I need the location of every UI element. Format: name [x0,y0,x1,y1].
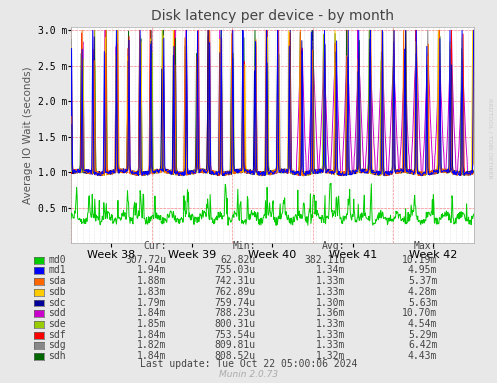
Text: 5.29m: 5.29m [408,330,437,340]
Y-axis label: Average IO Wait (seconds): Average IO Wait (seconds) [23,66,33,204]
Text: 742.31u: 742.31u [215,276,256,286]
Text: 6.42m: 6.42m [408,340,437,350]
Text: md0: md0 [48,255,66,265]
Text: 4.43m: 4.43m [408,351,437,361]
Text: 1.79m: 1.79m [137,298,166,308]
Text: 1.33m: 1.33m [316,330,345,340]
Text: sdf: sdf [48,330,66,340]
Text: 1.32m: 1.32m [316,351,345,361]
Text: 762.89u: 762.89u [215,287,256,297]
Text: 800.31u: 800.31u [215,319,256,329]
Text: 1.33m: 1.33m [316,319,345,329]
Text: 1.85m: 1.85m [137,319,166,329]
Text: 1.33m: 1.33m [316,340,345,350]
Text: 5.63m: 5.63m [408,298,437,308]
Text: sdg: sdg [48,340,66,350]
Text: 10.19m: 10.19m [402,255,437,265]
Text: 1.84m: 1.84m [137,308,166,318]
Text: 788.23u: 788.23u [215,308,256,318]
Text: sde: sde [48,319,66,329]
Text: Last update: Tue Oct 22 05:00:06 2024: Last update: Tue Oct 22 05:00:06 2024 [140,359,357,369]
Title: Disk latency per device - by month: Disk latency per device - by month [151,9,394,23]
Text: 1.34m: 1.34m [316,265,345,275]
Text: 1.84m: 1.84m [137,330,166,340]
Text: 1.33m: 1.33m [316,287,345,297]
Text: RRDTOOL / TOBI OETIKER: RRDTOOL / TOBI OETIKER [487,98,492,178]
Text: sdc: sdc [48,298,66,308]
Text: 809.81u: 809.81u [215,340,256,350]
Text: sdb: sdb [48,287,66,297]
Text: 808.52u: 808.52u [215,351,256,361]
Text: 1.84m: 1.84m [137,351,166,361]
Text: 755.03u: 755.03u [215,265,256,275]
Text: md1: md1 [48,265,66,275]
Text: 759.74u: 759.74u [215,298,256,308]
Text: 4.28m: 4.28m [408,287,437,297]
Text: Min:: Min: [233,241,256,251]
Text: 5.37m: 5.37m [408,276,437,286]
Text: 307.72u: 307.72u [125,255,166,265]
Text: 1.94m: 1.94m [137,265,166,275]
Text: 62.82u: 62.82u [221,255,256,265]
Text: 1.83m: 1.83m [137,287,166,297]
Text: 4.54m: 4.54m [408,319,437,329]
Text: sdh: sdh [48,351,66,361]
Text: 753.54u: 753.54u [215,330,256,340]
Text: 1.82m: 1.82m [137,340,166,350]
Text: 382.11u: 382.11u [304,255,345,265]
Text: Munin 2.0.73: Munin 2.0.73 [219,370,278,379]
Text: 4.95m: 4.95m [408,265,437,275]
Text: sdd: sdd [48,308,66,318]
Text: 1.33m: 1.33m [316,276,345,286]
Text: sda: sda [48,276,66,286]
Text: 1.30m: 1.30m [316,298,345,308]
Text: Avg:: Avg: [322,241,345,251]
Text: 1.36m: 1.36m [316,308,345,318]
Text: Max:: Max: [414,241,437,251]
Text: 1.88m: 1.88m [137,276,166,286]
Text: 10.70m: 10.70m [402,308,437,318]
Text: Cur:: Cur: [143,241,166,251]
